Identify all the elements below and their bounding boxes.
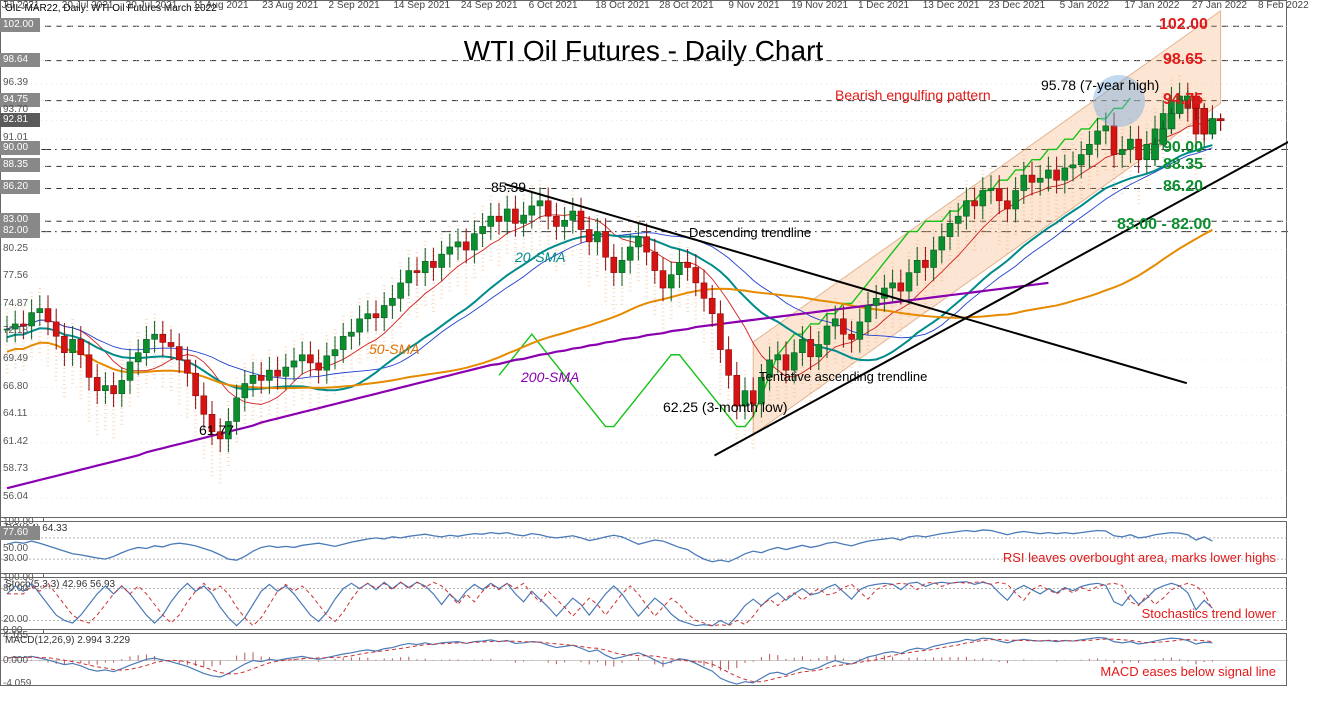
x-tick: 2 Sep 2021 <box>329 0 380 11</box>
chart-annotation: 61.77 <box>199 422 234 438</box>
x-tick: 14 Sep 2021 <box>393 0 450 11</box>
y-tick: 77.56 <box>3 270 28 281</box>
chart-annotation: 50-SMA <box>369 341 420 357</box>
rsi-panel[interactable]: RSI(14) 64.33 RSI leaves overbought area… <box>0 521 1287 574</box>
y-tick: 61.42 <box>3 436 28 447</box>
x-tick: 30 Jul 2021 <box>126 0 178 11</box>
y-tick: 92.81 <box>0 113 40 127</box>
y-tick: 88.35 <box>0 158 40 172</box>
x-tick: 17 Jan 2022 <box>1124 0 1179 11</box>
y-tick: 72.18 <box>3 325 28 336</box>
x-tick: 11 Aug 2021 <box>193 0 248 11</box>
price-chart-panel[interactable]: OIL-MAR22, Daily: WTI Oil Futures March … <box>0 0 1287 518</box>
indicator-y-tick: 0.000 <box>3 655 28 666</box>
y-tick: 98.64 <box>0 53 40 67</box>
price-level-label: 86.20 <box>1163 178 1203 196</box>
y-tick: 69.49 <box>3 353 28 364</box>
y-tick: 64.11 <box>3 408 27 419</box>
x-tick: 8 Jul 2021 <box>0 0 40 11</box>
x-tick: 27 Jan 2022 <box>1192 0 1247 11</box>
price-level-label: 83.00 - 82.00 <box>1117 216 1211 234</box>
y-tick: 66.80 <box>3 381 28 392</box>
chart-annotation: 20-SMA <box>515 249 566 265</box>
indicator-y-tick: 50.00 <box>3 543 28 554</box>
price-level-label: 94.75 <box>1163 91 1203 109</box>
chart-annotation: Bearish engulfing pattern <box>835 87 991 103</box>
x-tick: 23 Aug 2021 <box>262 0 318 11</box>
chart-annotation: 95.78 (7-year high) <box>1041 77 1159 93</box>
chart-annotation: Tentative ascending trendline <box>759 369 927 384</box>
macd-panel[interactable]: MACD(12,26,9) 2.994 3.229 MACD eases bel… <box>0 633 1287 686</box>
x-tick: 9 Nov 2021 <box>728 0 779 11</box>
price-level-label: 90.00 <box>1163 139 1203 157</box>
stoch-note: Stochastics trend lower <box>1142 606 1276 621</box>
macd-note: MACD eases below signal line <box>1100 664 1276 679</box>
rsi-overlay <box>1 522 1288 575</box>
chart-annotation: 62.25 (3-month low) <box>663 399 788 415</box>
x-tick: 8 Feb 2022 <box>1258 0 1309 11</box>
y-tick: 58.73 <box>3 463 28 474</box>
price-level-label: 102.00 <box>1159 16 1208 34</box>
indicator-y-tick: 30.00 <box>3 553 28 564</box>
x-tick: 1 Dec 2021 <box>858 0 909 11</box>
stoch-overlay <box>1 578 1288 631</box>
price-level-label: 98.65 <box>1163 51 1203 69</box>
y-tick: 102.00 <box>0 18 40 32</box>
y-tick: 74.87 <box>3 298 28 309</box>
indicator-y-tick: 80.00 <box>3 583 28 594</box>
x-tick: 13 Dec 2021 <box>923 0 980 11</box>
x-tick: 18 Oct 2021 <box>595 0 649 11</box>
stoch-panel[interactable]: Stoch(5,3,3) 42.96 56.93 Stochastics tre… <box>0 577 1287 630</box>
y-tick: 86.20 <box>0 180 40 194</box>
indicator-y-tick: 20.00 <box>3 614 28 625</box>
x-tick: 19 Nov 2021 <box>791 0 848 11</box>
indicator-y-tick: 100.00 <box>3 572 34 583</box>
y-tick: 80.25 <box>3 243 28 254</box>
macd-overlay <box>1 634 1288 687</box>
chart-annotation: 200-SMA <box>521 369 579 385</box>
x-tick: 23 Dec 2021 <box>988 0 1045 11</box>
indicator-y-tick: -4.059 <box>3 678 31 689</box>
y-tick: 56.04 <box>3 491 28 502</box>
x-tick: 20 Jul 2021 <box>62 0 114 11</box>
y-tick: 96.39 <box>3 77 28 88</box>
x-axis: 8 Jul 202120 Jul 202130 Jul 202111 Aug 2… <box>0 686 1332 716</box>
indicator-current-tag: 77.60 <box>0 526 40 540</box>
x-tick: 6 Oct 2021 <box>529 0 578 11</box>
indicator-y-tick: 4.165 <box>3 630 28 641</box>
chart-title: WTI Oil Futures - Daily Chart <box>464 35 823 67</box>
y-tick: 82.00 <box>0 224 40 238</box>
x-tick: 24 Sep 2021 <box>461 0 518 11</box>
y-tick: 90.00 <box>0 141 40 155</box>
x-tick: 28 Oct 2021 <box>659 0 713 11</box>
x-tick: 5 Jan 2022 <box>1060 0 1110 11</box>
chart-annotation: Descending trendline <box>689 225 811 240</box>
rsi-note: RSI leaves overbought area, marks lower … <box>1003 550 1276 565</box>
chart-annotation: 85.39 <box>491 179 526 195</box>
price-level-label: 88.35 <box>1163 156 1203 174</box>
